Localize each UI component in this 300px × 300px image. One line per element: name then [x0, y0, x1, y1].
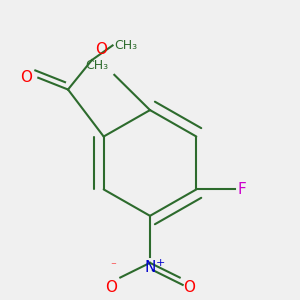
Text: CH₃: CH₃	[85, 59, 108, 72]
Text: O: O	[20, 70, 32, 85]
Text: +: +	[156, 258, 165, 268]
Text: ⁻: ⁻	[110, 262, 116, 272]
Text: CH₃: CH₃	[114, 39, 137, 52]
Text: N: N	[144, 260, 156, 275]
Text: O: O	[95, 42, 107, 57]
Text: O: O	[183, 280, 195, 296]
Text: F: F	[238, 182, 247, 197]
Text: O: O	[105, 280, 117, 296]
